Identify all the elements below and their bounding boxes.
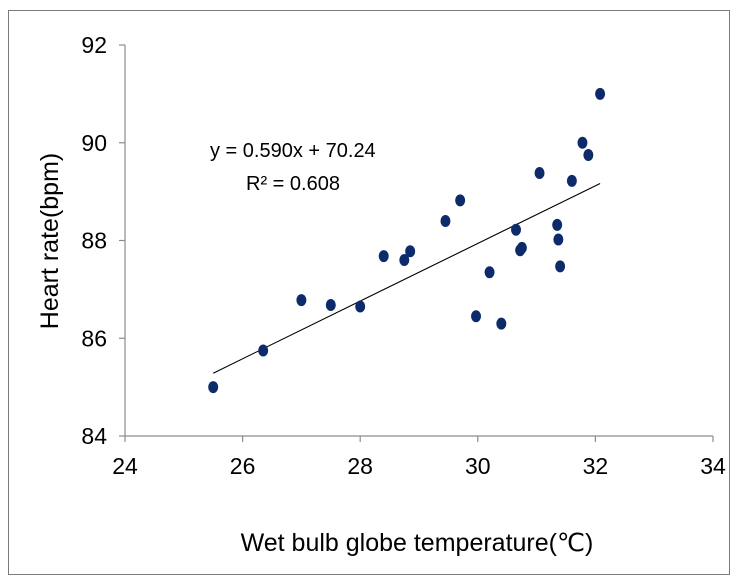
data-point [440,214,451,227]
y-ticks: 84 86 88 90 92 [81,32,125,449]
y-tick-label: 88 [81,228,107,254]
data-point [555,260,566,273]
x-tick-label: 28 [347,453,373,479]
r-squared-label: R² = 0.608 [246,173,340,195]
data-point [258,344,269,357]
trendline-equation: y = 0.590x + 70.24 [210,140,376,162]
data-point [471,310,482,323]
x-axis-title: Wet bulb globe temperature(℃) [241,529,594,557]
x-tick-label: 30 [465,453,491,479]
data-point [583,148,594,161]
trendline [212,182,601,374]
data-point [534,167,545,180]
data-point [577,136,588,149]
y-axis-title: Heart rate(bpm) [36,153,64,329]
data-point [455,194,466,207]
y-tick-label: 84 [81,423,107,449]
data-point [484,266,495,279]
data-point [399,254,410,267]
data-point [595,87,606,100]
y-tick-label: 90 [81,130,107,156]
y-tick-label: 86 [81,325,107,351]
x-tick-label: 32 [583,453,609,479]
x-ticks: 24 26 28 30 32 34 [112,436,726,479]
data-point [553,233,564,246]
data-point [496,317,507,330]
data-point [516,241,527,254]
chart-frame [8,10,730,575]
x-tick-label: 24 [112,453,138,479]
data-point [378,250,389,263]
data-point [208,381,219,394]
data-point [355,300,366,313]
data-point [552,218,563,231]
data-point [296,294,307,307]
y-tick-label: 92 [81,32,107,58]
x-tick-label: 26 [230,453,256,479]
axes [124,45,713,437]
data-point [325,299,336,312]
data-point [405,245,416,258]
data-point [566,174,577,187]
data-points [208,87,606,394]
data-point [511,223,522,236]
x-tick-label: 34 [700,453,726,479]
